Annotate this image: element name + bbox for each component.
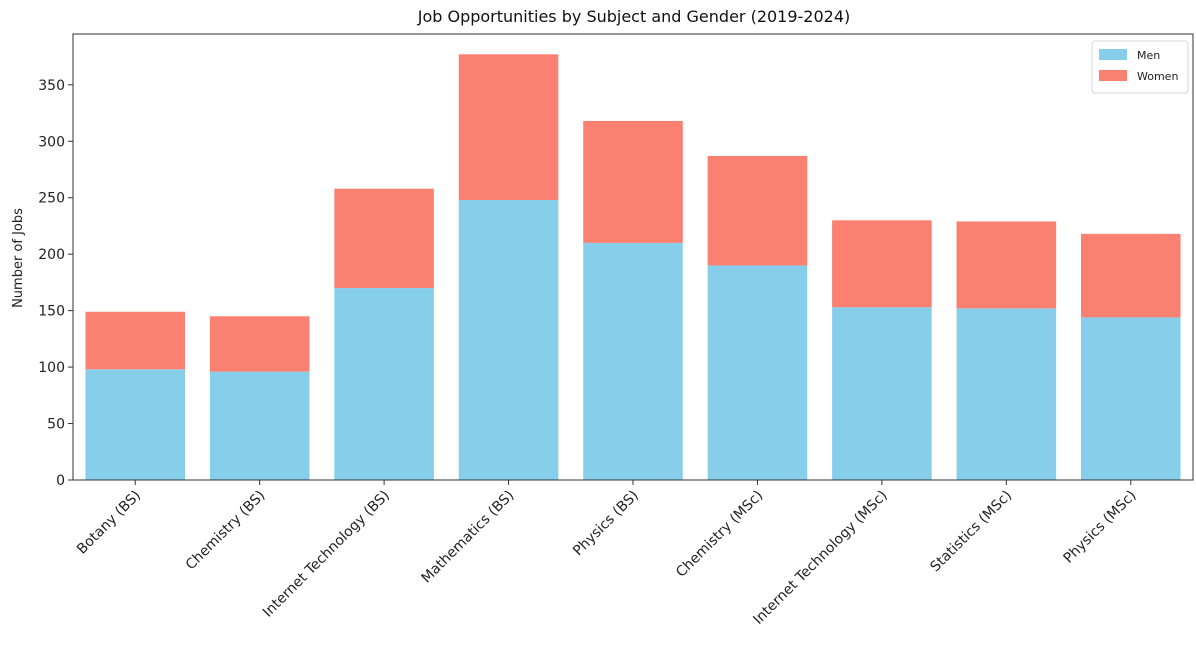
- y-tick-label: 350: [38, 78, 65, 94]
- bar-men-0: [85, 369, 185, 480]
- x-tick-label: Physics (MSc): [1061, 488, 1140, 567]
- y-tick-label: 200: [38, 247, 65, 263]
- y-tick-label: 250: [38, 191, 65, 207]
- bar-men-1: [209, 371, 310, 480]
- x-tick-label: Internet Technology (BS): [260, 488, 393, 621]
- x-tick-label: Botany (BS): [74, 488, 144, 558]
- bar-women-8: [1081, 233, 1181, 318]
- y-tick-label: 100: [38, 360, 65, 376]
- bar-women-6: [832, 220, 932, 308]
- bar-men-8: [1081, 317, 1181, 480]
- bar-men-4: [583, 242, 683, 480]
- bar-women-1: [209, 316, 310, 372]
- y-tick-label: 50: [47, 417, 65, 433]
- x-tick-label: Internet Technology (MSc): [750, 488, 890, 628]
- plot-area: Botany (BS) Chemistry (BS)Internet Techno…: [38, 33, 1194, 628]
- x-tick-label: Statistics (MSc): [927, 488, 1015, 576]
- bar-women-5: [707, 155, 808, 266]
- chart-title: Job Opportunities by Subject and Gender …: [417, 7, 851, 26]
- x-tick-label: Mathematics (BS): [419, 488, 518, 587]
- x-tick-label: Chemistry (MSc): [673, 488, 766, 581]
- x-tick-label: Physics (BS): [570, 488, 642, 560]
- y-tick-label: 300: [38, 134, 65, 150]
- legend-label-women: Women: [1137, 70, 1178, 83]
- bar-women-0: [85, 311, 185, 370]
- x-tick-label: Chemistry (BS): [183, 488, 269, 574]
- y-axis-label: Number of Jobs: [11, 208, 26, 308]
- y-tick-label: 0: [56, 473, 65, 489]
- bar-men-2: [334, 288, 434, 480]
- bar-men-3: [458, 199, 559, 481]
- axes-frame: [72, 33, 1194, 481]
- legend: Men Women: [1091, 40, 1189, 94]
- y-tick-label: 150: [38, 304, 65, 320]
- bar-women-3: [458, 54, 559, 200]
- bar-men-6: [832, 307, 932, 480]
- bar-men-7: [956, 308, 1057, 480]
- legend-swatch-men: [1099, 49, 1127, 60]
- bar-women-7: [956, 221, 1057, 309]
- legend-label-men: Men: [1137, 49, 1160, 62]
- legend-swatch-women: [1099, 70, 1127, 81]
- bar-women-4: [583, 120, 683, 243]
- bar-women-2: [334, 188, 434, 289]
- bar-men-5: [707, 265, 808, 480]
